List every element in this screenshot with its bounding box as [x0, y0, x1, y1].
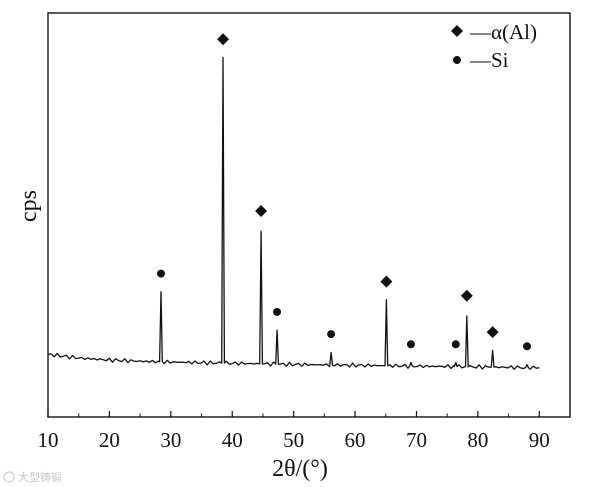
watermark: 大型铸锻 — [3, 470, 62, 484]
al-peak-marker — [217, 33, 230, 46]
x-tick-label: 10 — [38, 428, 59, 452]
x-tick-label: 20 — [99, 428, 120, 452]
legend-diamond-icon — [451, 25, 463, 37]
x-axis-label: 2θ/(°) — [272, 456, 328, 482]
al-peak-marker — [255, 204, 268, 217]
x-tick-label: 70 — [406, 428, 427, 452]
legend-label-al: —α(Al) — [469, 20, 537, 44]
x-ticks — [47, 411, 540, 417]
al-peak-marker — [486, 326, 499, 339]
watermark-text: 大型铸锻 — [18, 470, 62, 484]
plot-frame — [47, 12, 571, 418]
x-tick-label: 90 — [529, 428, 550, 452]
si-peak-marker — [406, 340, 415, 349]
peak-markers — [156, 33, 532, 351]
si-peak-marker — [451, 340, 460, 349]
x-tick-label: 30 — [160, 428, 181, 452]
x-tick-label: 50 — [283, 428, 304, 452]
si-peak-marker — [523, 342, 532, 351]
legend-label-si: —Si — [469, 48, 509, 72]
si-peak-marker — [327, 330, 336, 339]
legend: —α(Al) —Si — [451, 20, 537, 72]
al-peak-marker — [380, 275, 393, 288]
si-peak-marker — [273, 307, 282, 316]
x-tick-labels: 10 20 30 40 50 60 70 80 90 — [38, 428, 550, 452]
si-peak-marker — [156, 269, 165, 278]
x-tick-label: 80 — [467, 428, 488, 452]
x-tick-label: 40 — [222, 428, 243, 452]
xrd-pattern-line — [47, 56, 540, 370]
x-tick-label: 60 — [345, 428, 366, 452]
watermark-logo-icon — [3, 471, 15, 483]
al-peak-marker — [460, 289, 473, 302]
y-axis-label: cps — [16, 190, 42, 222]
legend-circle-icon — [453, 56, 461, 64]
